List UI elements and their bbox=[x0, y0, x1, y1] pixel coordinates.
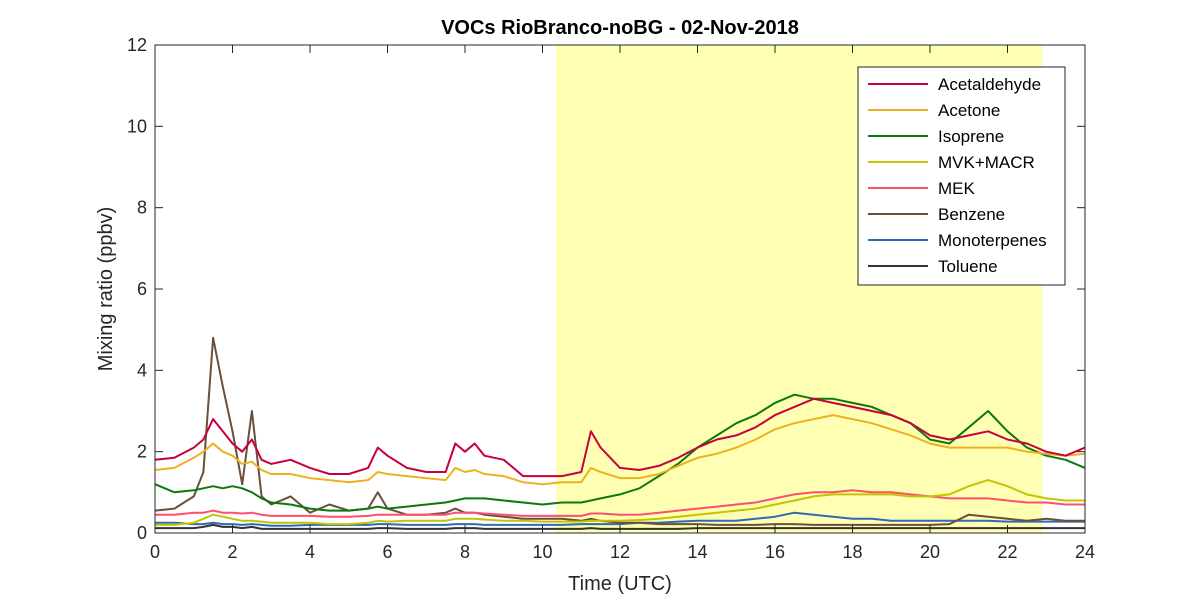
legend-label-acetone: Acetone bbox=[938, 101, 1000, 120]
y-tick-label: 0 bbox=[137, 523, 147, 543]
series-line-mvk-macr bbox=[155, 479, 1085, 526]
x-tick-label: 2 bbox=[227, 542, 237, 562]
legend-label-isoprene: Isoprene bbox=[938, 127, 1004, 146]
series-line-acetaldehyde bbox=[154, 397, 1086, 478]
x-axis-ticks: 0 2 4 6 8 10 12 14 16 18 20 22 24 bbox=[150, 45, 1095, 562]
x-tick-label: 6 bbox=[382, 542, 392, 562]
legend-box bbox=[857, 66, 1066, 286]
series-line-monoterpenes bbox=[155, 511, 1085, 527]
x-tick-label: 22 bbox=[997, 542, 1017, 562]
x-tick-label: 16 bbox=[765, 542, 785, 562]
legend-label-benzene: Benzene bbox=[938, 205, 1005, 224]
series-line-mek bbox=[155, 489, 1085, 518]
series-lines bbox=[154, 336, 1086, 530]
y-tick-label: 12 bbox=[127, 35, 147, 55]
x-tick-label: 0 bbox=[150, 542, 160, 562]
series-line-toluene bbox=[155, 523, 1085, 530]
legend-label-acetaldehyde: Acetaldehyde bbox=[938, 75, 1041, 94]
series-line-acetone bbox=[154, 414, 1086, 486]
legend-label-mek: MEK bbox=[938, 179, 976, 198]
legend-label-monoterpenes: Monoterpenes bbox=[938, 231, 1047, 250]
y-tick-label: 6 bbox=[137, 279, 147, 299]
legend-label-mvk-macr: MVK+MACR bbox=[938, 153, 1035, 172]
x-tick-label: 8 bbox=[460, 542, 470, 562]
chart-title: VOCs RioBranco-noBG - 02-Nov-2018 bbox=[441, 17, 799, 39]
y-tick-label: 10 bbox=[127, 116, 147, 136]
x-axis-label: Time (UTC) bbox=[568, 573, 672, 595]
x-tick-label: 20 bbox=[920, 542, 940, 562]
y-tick-label: 8 bbox=[137, 198, 147, 218]
legend-label-toluene: Toluene bbox=[938, 257, 998, 276]
x-tick-label: 10 bbox=[532, 542, 552, 562]
y-tick-label: 4 bbox=[137, 360, 147, 380]
legend: Acetaldehyde Acetone Isoprene MVK+MACR MEK Be… bbox=[857, 66, 1066, 286]
x-tick-label: 4 bbox=[305, 542, 315, 562]
x-tick-label: 12 bbox=[610, 542, 630, 562]
y-axis-ticks: 0 2 4 6 8 10 12 bbox=[127, 35, 1085, 543]
y-tick-label: 2 bbox=[137, 442, 147, 462]
y-axis-label: Mixing ratio (ppbv) bbox=[95, 207, 117, 372]
x-tick-label: 18 bbox=[842, 542, 862, 562]
x-tick-label: 14 bbox=[687, 542, 707, 562]
x-tick-label: 24 bbox=[1075, 542, 1095, 562]
